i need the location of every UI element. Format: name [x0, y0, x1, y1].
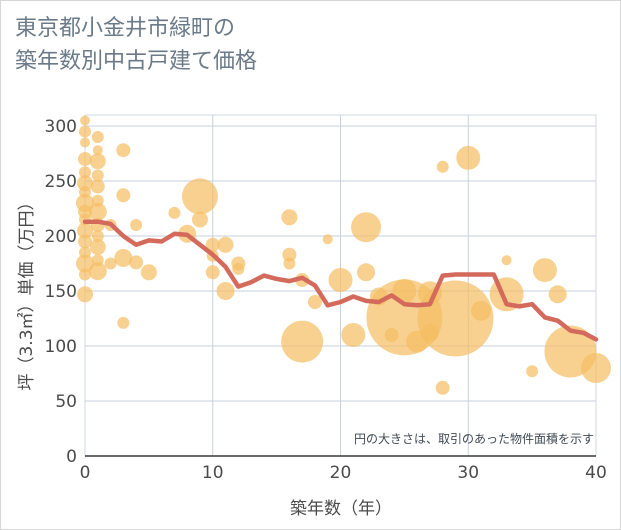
bubble: [130, 219, 143, 231]
bubble: [581, 353, 611, 383]
bubble: [548, 285, 567, 304]
bubble: [322, 234, 333, 245]
bubble: [357, 263, 376, 282]
bubble: [79, 268, 91, 281]
x-tick-label: 10: [202, 463, 224, 483]
bubble: [217, 236, 234, 253]
bubble: [328, 268, 353, 292]
bubble: [114, 249, 133, 267]
bubble: [205, 237, 220, 252]
bubble: [77, 222, 93, 239]
x-tick-label: 40: [585, 463, 607, 483]
bubble: [88, 262, 107, 281]
bubble: [392, 279, 417, 303]
bubble: [116, 143, 131, 158]
bubble: [532, 258, 557, 283]
bubble: [281, 209, 298, 226]
chart-title-line-1: 東京都小金井市緑町の: [15, 16, 236, 41]
bubble: [216, 282, 235, 300]
bubble: [104, 257, 117, 270]
bubble: [91, 169, 104, 182]
bubble: [435, 380, 450, 395]
bubble: [91, 230, 104, 242]
bubble: [351, 212, 382, 243]
x-axis-label: 築年数（年）: [290, 499, 392, 519]
bubble: [281, 320, 324, 363]
bubble: [80, 115, 90, 126]
bubble: [92, 145, 103, 156]
size-note: 円の大きさは、取引のあった物件面積を示す: [354, 431, 594, 446]
bubble: [77, 175, 93, 192]
bubble: [91, 194, 104, 207]
y-tick-label: 200: [45, 227, 77, 247]
bubble: [78, 152, 92, 166]
bubble: [420, 323, 439, 342]
bubble: [79, 186, 91, 198]
bubble: [283, 257, 296, 270]
y-tick-label: 100: [45, 337, 77, 357]
bubble: [91, 131, 104, 143]
bubble: [456, 145, 481, 170]
bubble: [282, 247, 297, 262]
bubble: [91, 254, 104, 267]
x-tick-label: 0: [80, 463, 91, 483]
bubble: [77, 286, 93, 303]
bubble: [341, 323, 366, 347]
trend-line: [82, 219, 599, 342]
axis-ticks: 0 10 20 30 40 0 50 100 150 200 250 300: [45, 117, 607, 483]
bubble: [526, 365, 539, 378]
bubble: [181, 178, 218, 215]
bubble: [129, 255, 144, 270]
bubble: [90, 179, 105, 194]
y-tick-label: 50: [55, 392, 77, 412]
bubble: [89, 239, 106, 255]
bubble: [79, 246, 91, 259]
y-axis-label: 坪（3.3㎡）単価（万円）: [17, 193, 37, 390]
y-tick-label: 250: [45, 172, 77, 192]
bubble: [307, 295, 322, 309]
x-tick-label: 30: [457, 463, 479, 483]
bubble: [79, 166, 91, 179]
bubble: [205, 265, 220, 280]
y-tick-label: 300: [45, 117, 77, 137]
bubble: [436, 160, 449, 173]
bubble: [116, 188, 131, 203]
chart-title: 東京都小金井市緑町の 築年数別中古戸建て価格: [15, 12, 257, 78]
chart-title-line-2: 築年数別中古戸建て価格: [15, 49, 258, 74]
bubble: [88, 202, 107, 221]
y-tick-label: 150: [45, 282, 77, 302]
x-tick-label: 20: [330, 463, 352, 483]
bubble: [232, 263, 245, 275]
bubble: [501, 255, 512, 266]
bubble: [168, 206, 181, 219]
bubble: [191, 211, 208, 228]
bubble: [79, 125, 91, 138]
bubble: [384, 328, 399, 342]
bubble: [80, 137, 90, 148]
bubble: [78, 234, 92, 249]
y-tick-label: 0: [66, 447, 77, 467]
bubble: [117, 316, 130, 329]
bubble: [471, 300, 492, 321]
bubble: [140, 264, 157, 281]
bubbles: [76, 115, 611, 395]
bubble: [89, 153, 106, 170]
